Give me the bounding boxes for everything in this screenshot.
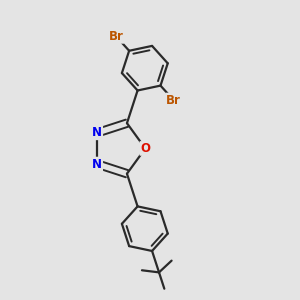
- Text: Br: Br: [166, 94, 181, 106]
- Text: O: O: [140, 142, 150, 155]
- Text: N: N: [92, 158, 102, 171]
- Text: Br: Br: [109, 30, 124, 43]
- Text: N: N: [92, 126, 102, 139]
